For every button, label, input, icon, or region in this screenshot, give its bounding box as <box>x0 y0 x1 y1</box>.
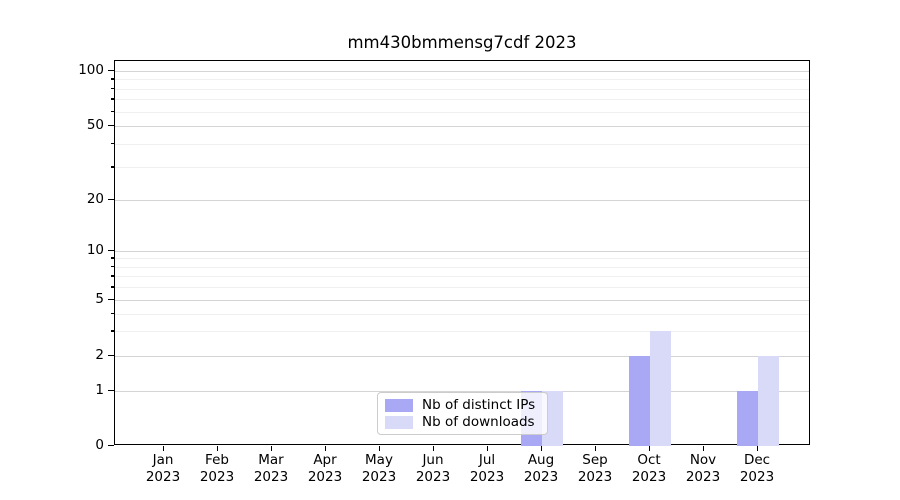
y-tick-mark-minor <box>111 143 114 145</box>
x-tick-mark <box>541 446 543 451</box>
y-tick-mark-minor <box>111 330 114 332</box>
y-tick-mark-minor <box>111 265 114 268</box>
y-gridline-minor <box>115 331 809 333</box>
x-tick-label-jan: Jan 2023 <box>145 452 181 485</box>
y-tick-label: 1 <box>95 382 104 398</box>
x-tick-label-may: May 2023 <box>361 452 397 485</box>
y-tick-mark <box>108 445 114 447</box>
x-tick-mark <box>595 446 597 451</box>
y-tick-mark <box>108 250 114 252</box>
y-tick-mark-minor <box>111 257 114 259</box>
legend-row-distinct-ips: Nb of distinct IPs <box>385 397 540 413</box>
y-gridline-minor <box>115 258 809 260</box>
x-tick-label-aug: Aug 2023 <box>523 452 559 485</box>
y-tick-mark-minor <box>111 78 114 80</box>
y-gridline-minor <box>115 287 809 289</box>
legend-row-downloads: Nb of downloads <box>385 414 540 430</box>
x-tick-label-jun: Jun 2023 <box>415 452 451 485</box>
x-tick-mark <box>271 446 273 451</box>
y-tick-mark <box>108 125 114 127</box>
y-gridline-major <box>115 71 809 72</box>
y-gridline-major <box>115 126 809 127</box>
y-tick-mark <box>108 199 114 201</box>
y-tick-label: 10 <box>86 242 104 258</box>
y-tick-mark <box>108 390 114 392</box>
y-tick-label: 5 <box>95 291 104 307</box>
bar-distinct-ips-dec <box>737 391 758 446</box>
x-tick-label-nov: Nov 2023 <box>685 452 721 485</box>
y-tick-label: 20 <box>86 191 104 207</box>
legend-swatch-downloads <box>385 415 413 429</box>
chart-title: mm430bmmensg7cdf 2023 <box>347 33 577 52</box>
y-tick-label: 100 <box>78 62 104 78</box>
y-tick-mark-minor <box>111 312 114 315</box>
y-gridline-major <box>115 251 809 252</box>
x-tick-mark <box>757 446 759 451</box>
x-tick-label-oct: Oct 2023 <box>631 452 667 485</box>
x-tick-mark <box>649 446 651 451</box>
y-tick-mark-minor <box>111 98 114 100</box>
bar-downloads-dec <box>758 356 779 446</box>
y-gridline-major <box>115 300 809 301</box>
y-tick-mark <box>108 70 114 72</box>
x-tick-label-mar: Mar 2023 <box>253 452 289 485</box>
plot-area <box>114 60 810 446</box>
bar-distinct-ips-oct <box>629 356 650 446</box>
x-tick-mark <box>487 446 489 451</box>
legend-label-downloads: Nb of downloads <box>422 414 535 430</box>
bar-downloads-oct <box>650 331 671 446</box>
x-tick-label-sep: Sep 2023 <box>577 452 613 485</box>
legend-label-distinct-ips: Nb of distinct IPs <box>422 397 536 413</box>
x-tick-label-feb: Feb 2023 <box>199 452 235 485</box>
legend: Nb of distinct IPs Nb of downloads <box>377 392 548 435</box>
y-gridline-minor <box>115 111 809 113</box>
y-gridline-minor <box>115 79 809 81</box>
x-tick-label-jul: Jul 2023 <box>469 452 505 485</box>
y-tick-mark <box>108 299 114 301</box>
x-tick-mark <box>433 446 435 451</box>
y-gridline-minor <box>115 313 809 315</box>
y-gridline-major <box>115 356 809 357</box>
y-gridline-minor <box>115 167 809 169</box>
x-tick-mark <box>703 446 705 451</box>
y-gridline-minor <box>115 266 809 268</box>
x-tick-label-dec: Dec 2023 <box>739 452 775 485</box>
x-tick-label-apr: Apr 2023 <box>307 452 343 485</box>
y-tick-mark-minor <box>111 286 114 288</box>
x-tick-mark <box>217 446 219 451</box>
y-tick-mark <box>108 355 114 357</box>
y-gridline-minor <box>115 88 809 90</box>
y-gridline-major <box>115 391 809 392</box>
y-tick-mark-minor <box>111 110 114 112</box>
y-gridline-minor <box>115 144 809 146</box>
y-tick-label: 50 <box>86 117 104 133</box>
y-tick-label: 0 <box>95 437 104 453</box>
y-gridline-minor <box>115 276 809 278</box>
y-tick-label: 2 <box>95 347 104 363</box>
x-tick-mark <box>325 446 327 451</box>
y-gridline-major <box>115 200 809 201</box>
y-tick-mark-minor <box>111 166 114 168</box>
x-tick-mark <box>379 446 381 451</box>
y-gridline-minor <box>115 99 809 101</box>
legend-swatch-distinct-ips <box>385 398 413 412</box>
y-tick-mark-minor <box>111 275 114 277</box>
y-tick-mark-minor <box>111 87 114 90</box>
x-tick-mark <box>163 446 165 451</box>
